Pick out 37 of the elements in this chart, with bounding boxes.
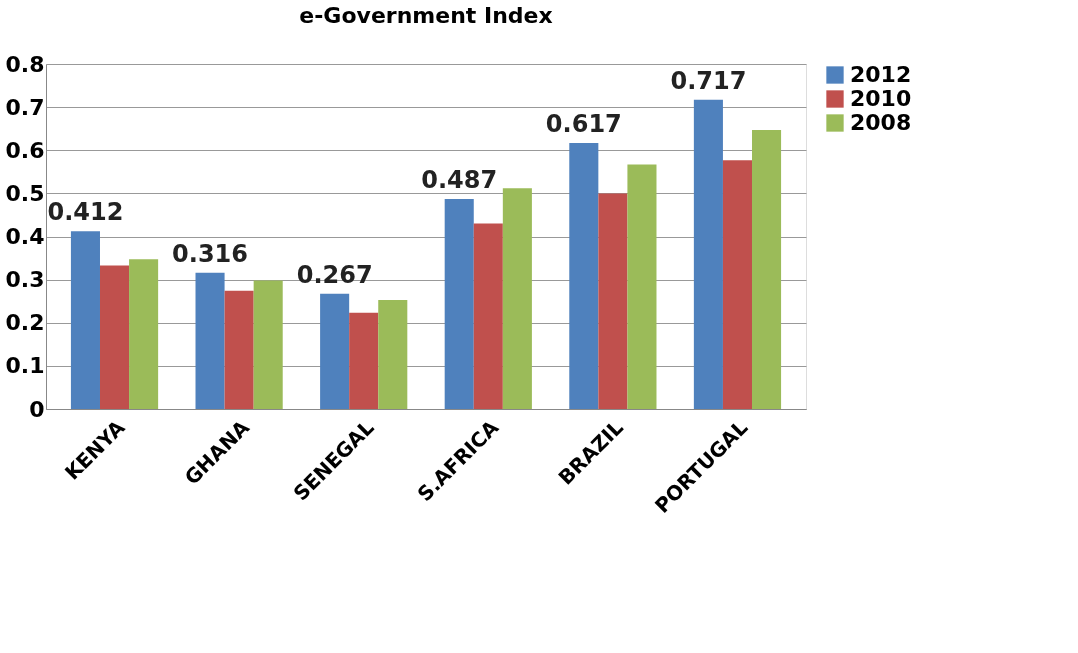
bar <box>129 259 159 409</box>
legend-label: 2010 <box>850 86 912 111</box>
chart-title: e-Government Index <box>299 3 553 28</box>
data-label: 0.412 <box>47 198 124 227</box>
bar <box>752 129 782 409</box>
data-label: 0.487 <box>421 165 498 194</box>
bar <box>722 160 753 409</box>
y-tick-label: 0.4 <box>5 224 45 249</box>
y-tick-label: 0.2 <box>5 310 45 336</box>
bar <box>99 265 130 409</box>
y-tick-label: 0.1 <box>5 353 45 379</box>
legend-label: 2012 <box>850 62 912 87</box>
data-label: 0.717 <box>670 66 747 95</box>
y-tick-label: 0.3 <box>5 267 45 293</box>
bar <box>473 223 503 409</box>
y-tick-label: 0 <box>29 396 45 422</box>
bar <box>224 290 254 409</box>
bar <box>195 272 225 409</box>
data-label: 0.617 <box>545 109 622 138</box>
data-label: 0.316 <box>172 239 248 268</box>
bar <box>627 164 657 409</box>
bar <box>378 299 408 409</box>
bar <box>502 188 532 409</box>
y-tick-label: 0.8 <box>5 51 45 77</box>
y-tick-label: 0.6 <box>5 137 45 163</box>
bar <box>70 231 100 409</box>
legend-label: 2008 <box>850 110 912 135</box>
y-tick-label: 0.7 <box>5 94 45 120</box>
bar <box>253 280 283 409</box>
data-label: 0.267 <box>296 260 373 289</box>
bar <box>693 99 723 409</box>
bar <box>598 193 628 409</box>
bar <box>349 312 379 409</box>
bar <box>444 198 474 409</box>
bar <box>320 293 350 409</box>
bar <box>569 142 599 409</box>
y-tick-label: 0.5 <box>5 180 45 206</box>
